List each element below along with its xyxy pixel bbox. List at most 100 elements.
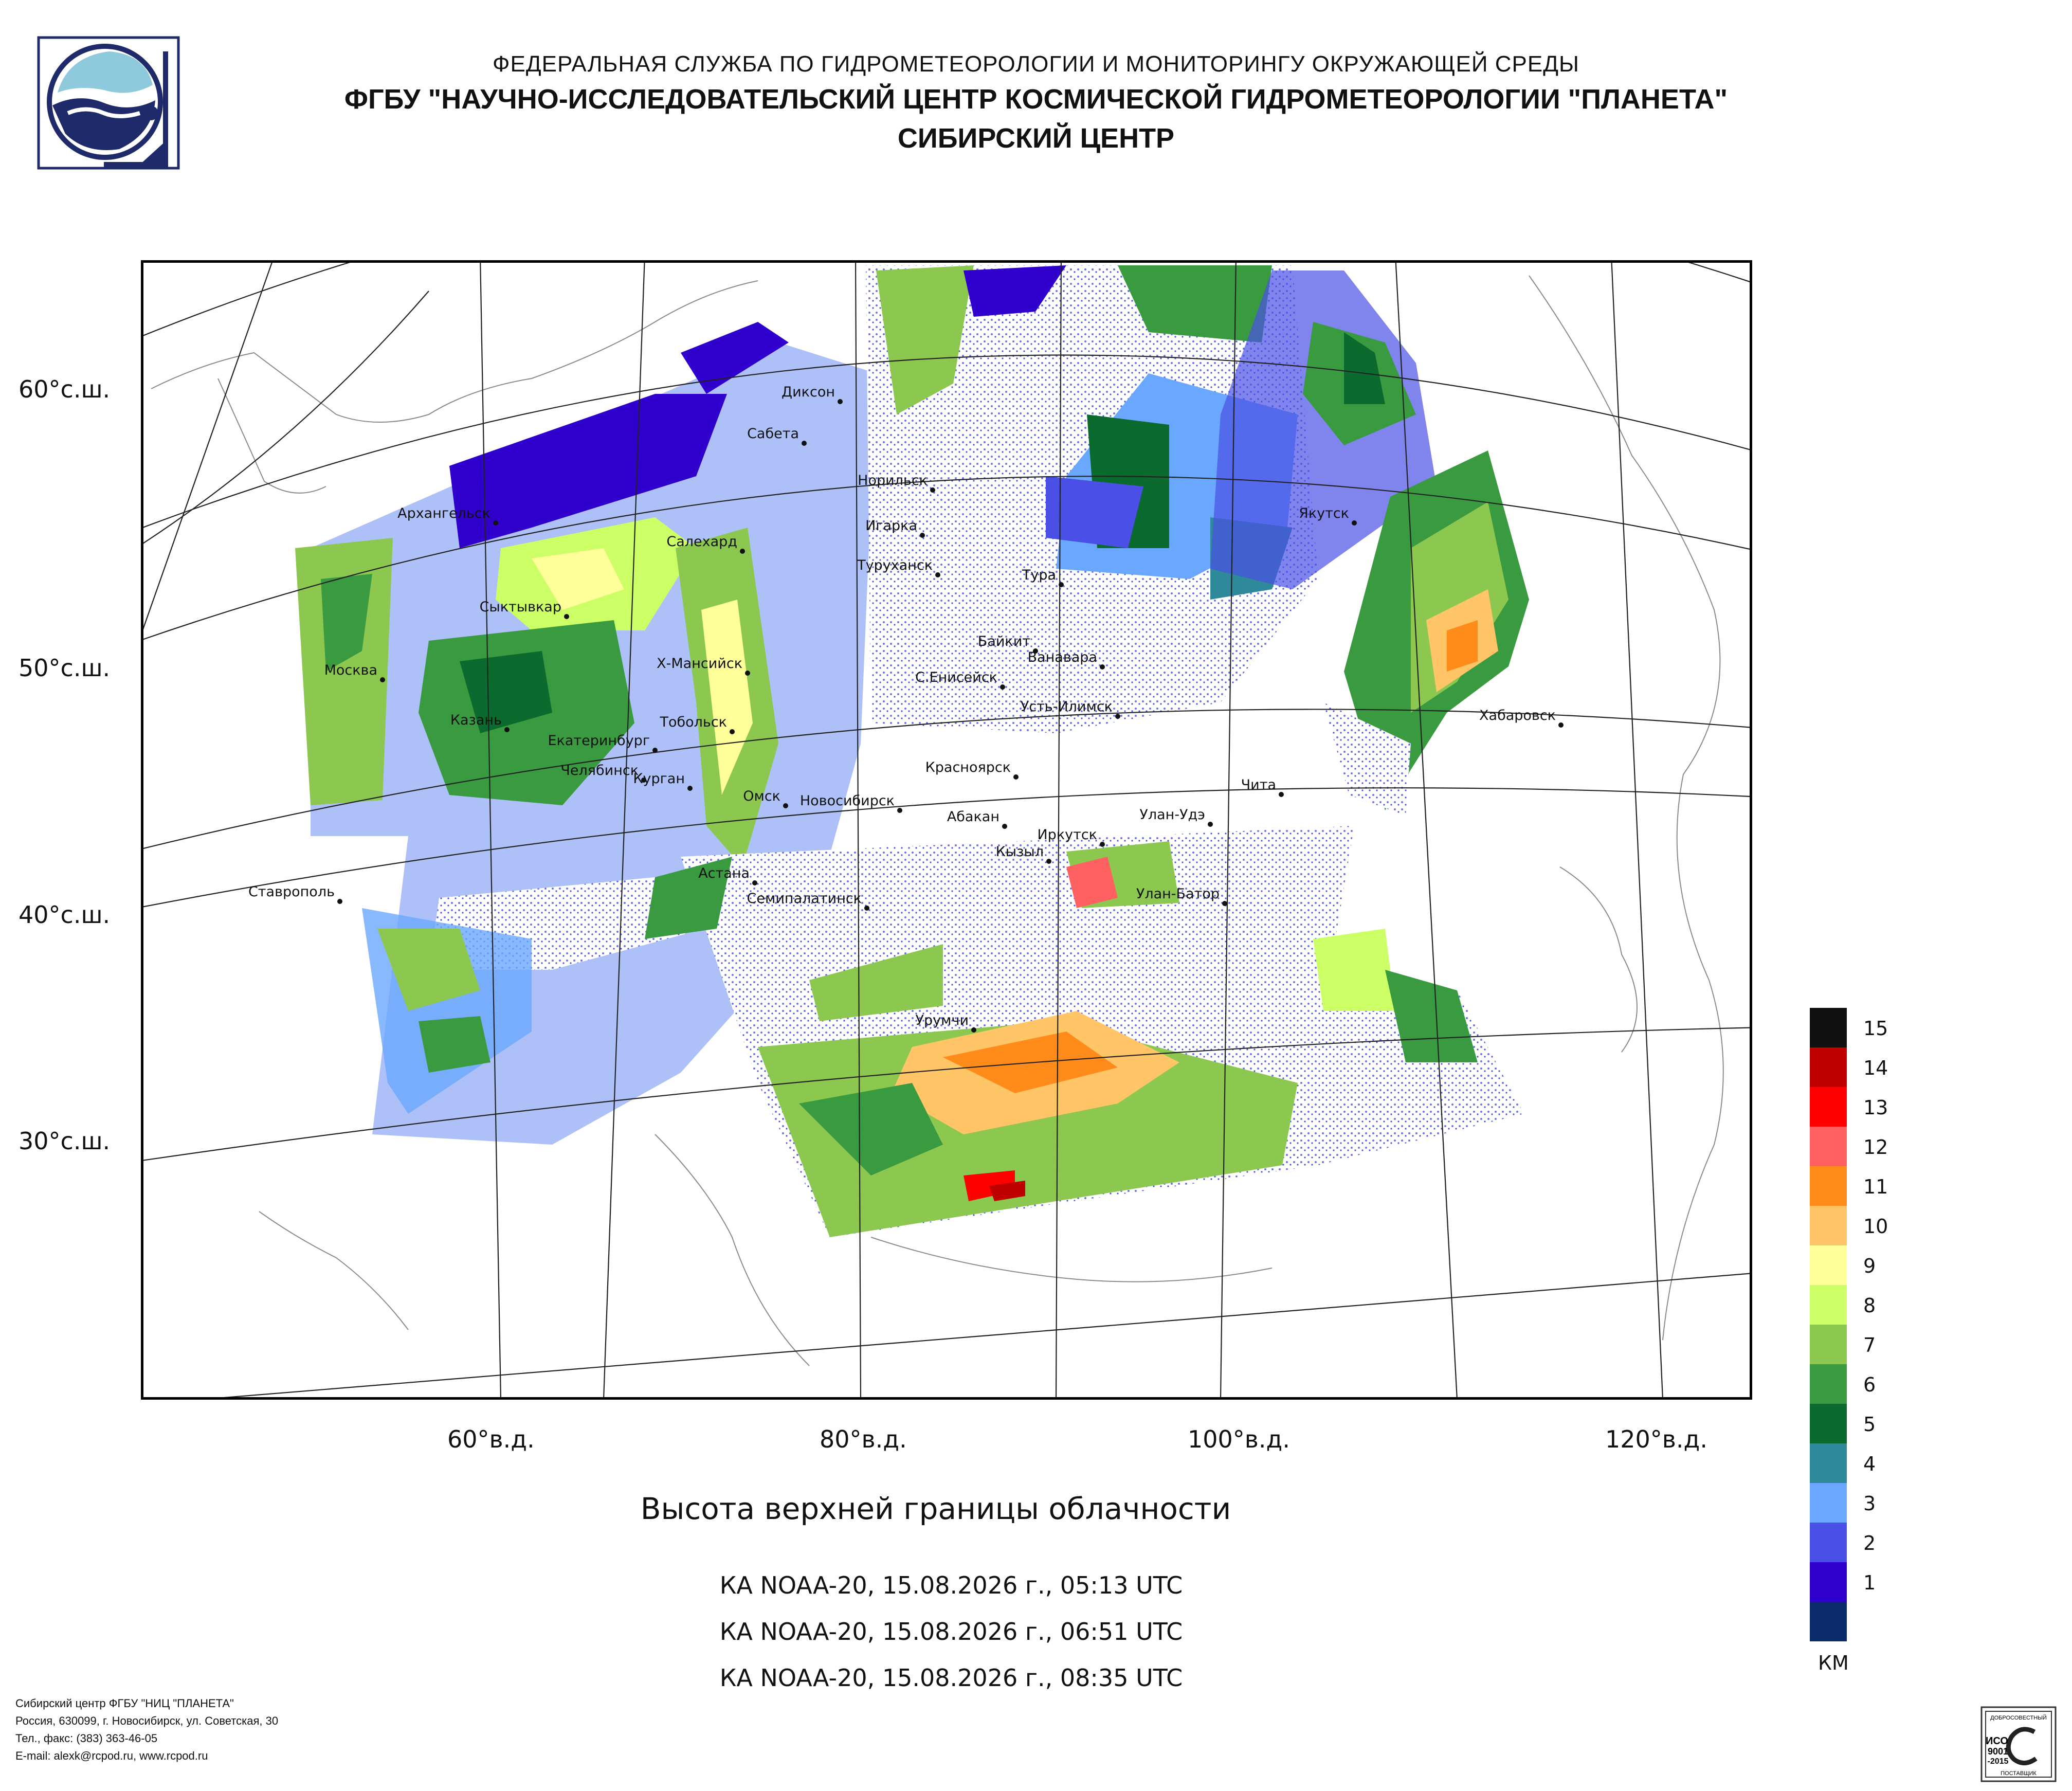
header-line-institute: ФГБУ "НАУЧНО-ИССЛЕДОВАТЕЛЬСКИЙ ЦЕНТР КОС… bbox=[344, 84, 1728, 115]
city-label: Хабаровск bbox=[1479, 708, 1556, 723]
cert-bottom-text: ПОСТАВЩИК bbox=[2001, 1770, 2037, 1777]
city-dot bbox=[641, 777, 646, 783]
satellite-swath-east bbox=[1210, 270, 1529, 816]
legend-unit: КМ bbox=[1818, 1652, 1849, 1674]
lon-label-120: 120°в.д. bbox=[1605, 1425, 1707, 1453]
city-label: Сабета bbox=[747, 426, 799, 442]
lon-label-80: 80°в.д. bbox=[820, 1425, 907, 1453]
legend-swatch-13 bbox=[1810, 1087, 1847, 1127]
city-label: Омск bbox=[743, 788, 780, 804]
city-dot bbox=[652, 748, 658, 753]
city-label: Челябинск bbox=[560, 763, 639, 779]
header-line-agency: ФЕДЕРАЛЬНАЯ СЛУЖБА ПО ГИДРОМЕТЕОРОЛОГИИ … bbox=[493, 51, 1579, 77]
legend-label-3: 3 bbox=[1863, 1492, 1876, 1515]
city-dot bbox=[745, 671, 750, 676]
city-dot bbox=[1033, 648, 1038, 654]
legend-label-10: 10 bbox=[1863, 1215, 1888, 1238]
city-dot bbox=[935, 572, 940, 577]
cert-year-text: -2015 bbox=[1988, 1757, 2009, 1766]
city-dot bbox=[1222, 901, 1227, 906]
city-label: Улан-Удэ bbox=[1139, 807, 1205, 823]
city-label: Казань bbox=[450, 712, 502, 728]
city-label: Салехард bbox=[666, 534, 737, 550]
legend-label-9: 9 bbox=[1863, 1255, 1876, 1277]
city-dot bbox=[783, 803, 788, 808]
city-label: Кызыл bbox=[996, 844, 1044, 860]
legend-swatch-9 bbox=[1810, 1245, 1847, 1285]
city-label: Игарка bbox=[865, 518, 917, 534]
legend-label-8: 8 bbox=[1863, 1294, 1876, 1317]
legend-label-7: 7 bbox=[1863, 1334, 1876, 1356]
city-label: Ставрополь bbox=[248, 884, 335, 900]
city-dot bbox=[1208, 822, 1213, 827]
city-dot bbox=[337, 899, 342, 904]
city-label: Тура bbox=[1022, 567, 1056, 583]
legend-swatch-5 bbox=[1810, 1404, 1847, 1443]
city-dot bbox=[1046, 859, 1051, 864]
planeta-logo bbox=[37, 36, 180, 170]
city-dot bbox=[1558, 722, 1564, 728]
city-label: Астана bbox=[698, 865, 750, 881]
city-label: Архангельск bbox=[397, 505, 490, 521]
footer-email: E-mail: alexk@rcpod.ru, www.rcpod.ru bbox=[15, 1749, 208, 1762]
legend-swatch-6 bbox=[1810, 1364, 1847, 1404]
legend-swatch-8 bbox=[1810, 1285, 1847, 1325]
cloud-top-height-map: Диксон Сабета Норильск Игарка Архангельск Сал… bbox=[141, 260, 1752, 1400]
legend-label-4: 4 bbox=[1863, 1453, 1876, 1475]
city-label: Х-Мансийск bbox=[657, 656, 742, 672]
city-label: Диксон bbox=[781, 384, 835, 400]
city-dot bbox=[1013, 774, 1019, 780]
legend-swatch-12 bbox=[1810, 1127, 1847, 1166]
legend-swatch-1 bbox=[1810, 1562, 1847, 1602]
city-dot bbox=[493, 520, 498, 526]
lat-label-60: 60°с.ш. bbox=[19, 375, 111, 403]
city-dot bbox=[1002, 824, 1007, 829]
city-dot bbox=[971, 1027, 976, 1033]
cert-top-text: ДОБРОСОВЕСТНЫЙ bbox=[1990, 1714, 2047, 1721]
city-label: Семипалатинск bbox=[747, 891, 862, 907]
legend-label-13: 13 bbox=[1863, 1096, 1888, 1119]
city-label: Абакан bbox=[947, 809, 999, 825]
lat-label-50: 50°с.ш. bbox=[19, 654, 111, 682]
city-label: Красноярск bbox=[925, 759, 1011, 775]
legend-label-5: 5 bbox=[1863, 1413, 1876, 1436]
city-dot bbox=[920, 533, 925, 538]
legend-swatch-11 bbox=[1810, 1166, 1847, 1206]
legend-label-11: 11 bbox=[1863, 1175, 1888, 1198]
city-dot bbox=[1100, 842, 1105, 847]
legend-label-12: 12 bbox=[1863, 1136, 1888, 1159]
city-label: Екатеринбург bbox=[548, 733, 650, 749]
city-label: Улан-Батор bbox=[1136, 886, 1220, 902]
city-dot bbox=[897, 808, 902, 813]
city-label: Тобольск bbox=[659, 714, 727, 730]
city-label: Норильск bbox=[858, 473, 928, 489]
legend-label-1: 1 bbox=[1863, 1571, 1876, 1594]
coastlines bbox=[151, 275, 1724, 1366]
legend-swatch-2 bbox=[1810, 1523, 1847, 1562]
footer-phone: Тел., факс: (383) 363-46-05 bbox=[15, 1732, 158, 1745]
city-label: Урумчи bbox=[916, 1012, 969, 1028]
legend-label-6: 6 bbox=[1863, 1373, 1876, 1396]
city-label: Якутск bbox=[1299, 505, 1349, 521]
city-label: Сыктывкар bbox=[480, 599, 561, 615]
legend-swatch-10 bbox=[1810, 1206, 1847, 1245]
city-label: С.Енисейск bbox=[915, 670, 997, 685]
legend-swatch-7 bbox=[1810, 1325, 1847, 1364]
satellite-pass-2: КА NOAA-20, 15.08.2026 г., 06:51 UTC bbox=[719, 1618, 1183, 1645]
city-label: Москва bbox=[324, 662, 377, 678]
city-dot bbox=[380, 677, 385, 682]
city-dot bbox=[687, 786, 693, 791]
iso-certification-badge: ДОБРОСОВЕСТНЫЙ ИСО 9001 -2015 ПОСТАВЩИК bbox=[1980, 1706, 2057, 1782]
satellite-pass-3: КА NOAA-20, 15.08.2026 г., 08:35 UTC bbox=[719, 1664, 1183, 1692]
cert-iso-text: ИСО bbox=[1986, 1735, 2008, 1747]
city-dot bbox=[730, 729, 735, 734]
lat-label-40: 40°с.ш. bbox=[19, 901, 111, 929]
city-label: Туруханск bbox=[857, 557, 933, 573]
city-dot bbox=[1000, 684, 1005, 690]
cert-number-text: 9001 bbox=[1988, 1746, 2008, 1757]
header-line-center: СИБИРСКИЙ ЦЕНТР bbox=[897, 123, 1175, 154]
city-label: Усть-Илимск bbox=[1021, 699, 1113, 715]
city-dot bbox=[1059, 582, 1064, 587]
city-dot bbox=[930, 487, 935, 493]
lon-label-100: 100°в.д. bbox=[1188, 1425, 1290, 1453]
